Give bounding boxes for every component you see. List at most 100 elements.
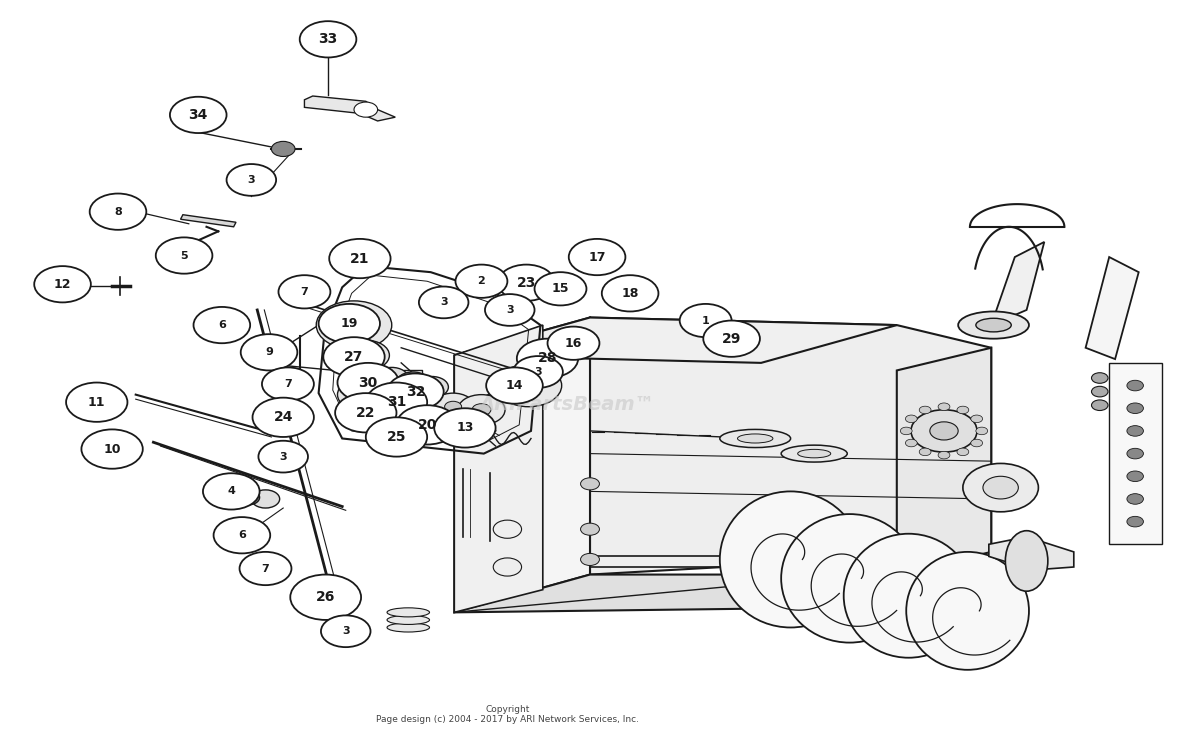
Text: 14: 14: [506, 379, 523, 392]
Circle shape: [354, 102, 378, 117]
Circle shape: [415, 396, 430, 405]
Circle shape: [976, 427, 988, 435]
Text: 4: 4: [228, 486, 235, 497]
Circle shape: [957, 448, 969, 456]
Circle shape: [957, 406, 969, 414]
Text: 16: 16: [565, 336, 582, 350]
Circle shape: [971, 439, 983, 447]
Circle shape: [1092, 400, 1108, 411]
Text: 3: 3: [440, 297, 447, 308]
Circle shape: [458, 395, 505, 425]
Circle shape: [569, 239, 625, 275]
Circle shape: [493, 520, 522, 538]
Text: 10: 10: [104, 442, 120, 456]
Ellipse shape: [976, 318, 1011, 332]
Circle shape: [455, 265, 507, 298]
Text: 26: 26: [316, 590, 335, 604]
Text: 24: 24: [274, 411, 293, 424]
Text: 23: 23: [517, 276, 536, 290]
Circle shape: [393, 392, 409, 402]
Circle shape: [1092, 386, 1108, 397]
Circle shape: [380, 383, 422, 411]
Circle shape: [1092, 373, 1108, 383]
Circle shape: [1127, 403, 1143, 414]
Ellipse shape: [720, 429, 791, 448]
Circle shape: [983, 476, 1018, 499]
Text: 11: 11: [88, 395, 105, 409]
Ellipse shape: [738, 434, 773, 443]
Text: 3: 3: [248, 175, 255, 185]
Text: 31: 31: [387, 395, 406, 409]
Circle shape: [1127, 516, 1143, 527]
Circle shape: [66, 383, 127, 422]
Circle shape: [396, 372, 430, 393]
Circle shape: [517, 339, 578, 378]
Circle shape: [316, 301, 392, 349]
Circle shape: [34, 266, 91, 302]
Circle shape: [353, 388, 374, 401]
Text: 7: 7: [284, 379, 291, 389]
Ellipse shape: [720, 491, 861, 627]
Circle shape: [581, 553, 599, 565]
Text: 5: 5: [181, 250, 188, 261]
Text: 13: 13: [457, 421, 473, 435]
Text: 20: 20: [418, 418, 437, 432]
Circle shape: [375, 367, 408, 389]
Circle shape: [485, 294, 535, 326]
Circle shape: [919, 448, 931, 456]
Circle shape: [498, 265, 555, 301]
Circle shape: [194, 307, 250, 343]
Circle shape: [321, 615, 371, 647]
Polygon shape: [1109, 363, 1162, 544]
Polygon shape: [454, 575, 897, 612]
Text: 3: 3: [342, 626, 349, 637]
Circle shape: [472, 404, 491, 416]
Circle shape: [323, 337, 385, 376]
Polygon shape: [454, 318, 590, 612]
Text: 8: 8: [114, 206, 122, 217]
Circle shape: [419, 287, 468, 318]
Polygon shape: [989, 537, 1074, 570]
Circle shape: [337, 378, 389, 411]
Text: 6: 6: [238, 530, 245, 541]
Circle shape: [971, 415, 983, 423]
Text: 9: 9: [266, 347, 273, 358]
Circle shape: [366, 417, 427, 457]
Circle shape: [1127, 471, 1143, 482]
Circle shape: [262, 367, 314, 401]
Circle shape: [90, 194, 146, 230]
Text: 1: 1: [702, 315, 709, 326]
Circle shape: [271, 141, 295, 156]
Text: 7: 7: [262, 563, 269, 574]
Circle shape: [900, 427, 912, 435]
Circle shape: [387, 373, 444, 410]
Text: 19: 19: [341, 317, 358, 330]
Circle shape: [1127, 380, 1143, 391]
Circle shape: [486, 367, 543, 404]
Ellipse shape: [844, 534, 973, 658]
Circle shape: [516, 377, 542, 394]
Ellipse shape: [958, 311, 1029, 339]
Polygon shape: [304, 96, 395, 121]
Circle shape: [366, 383, 427, 422]
Circle shape: [251, 490, 280, 508]
Circle shape: [81, 429, 143, 469]
Circle shape: [513, 356, 563, 388]
Circle shape: [337, 363, 399, 402]
Text: 18: 18: [622, 287, 638, 300]
Circle shape: [278, 275, 330, 308]
Circle shape: [1127, 448, 1143, 459]
Circle shape: [300, 21, 356, 57]
Polygon shape: [1086, 257, 1139, 359]
Circle shape: [342, 340, 389, 370]
Circle shape: [581, 478, 599, 490]
Ellipse shape: [781, 445, 847, 462]
Ellipse shape: [1005, 531, 1048, 591]
Polygon shape: [897, 348, 991, 575]
Circle shape: [203, 473, 260, 510]
Ellipse shape: [387, 608, 430, 617]
Circle shape: [415, 376, 448, 398]
Text: 7: 7: [301, 287, 308, 297]
Circle shape: [319, 304, 380, 343]
Circle shape: [548, 327, 599, 360]
